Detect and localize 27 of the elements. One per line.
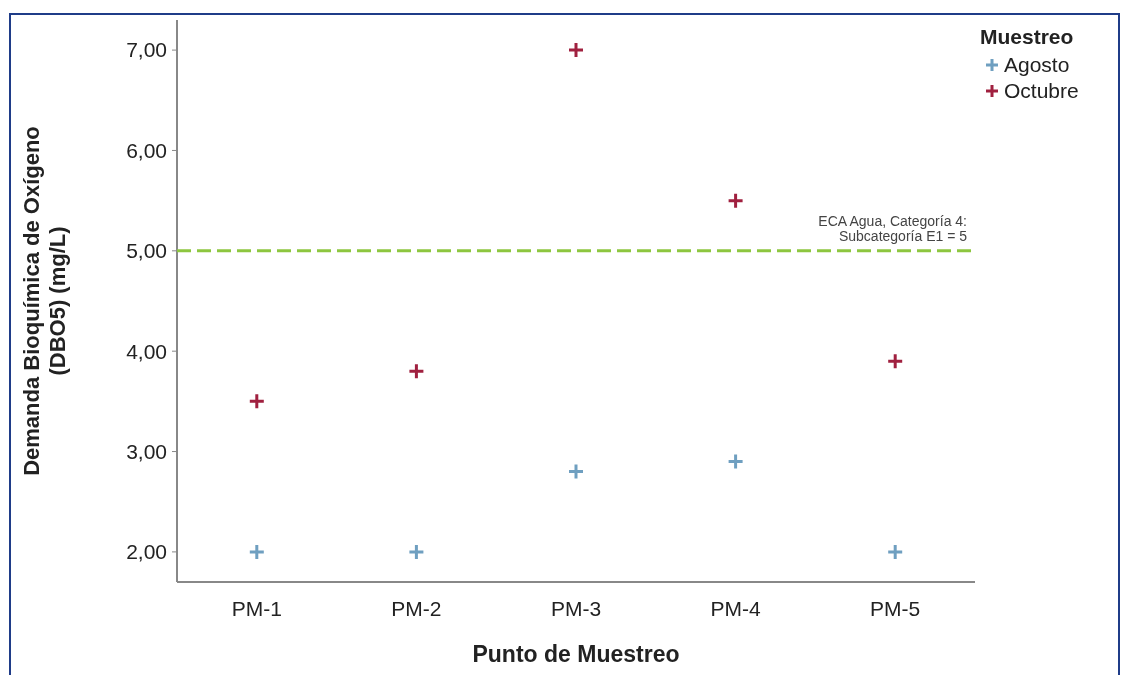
x-axis-title: Punto de Muestreo [472,641,680,667]
legend-title: Muestreo [980,25,1074,48]
ref-line-label: ECA Agua, Categoría 4: Subcategoría E1 = 5 [818,212,968,244]
y-axis-title: Demanda Bioquímica de Oxígeno (DBO5) (mg/L) [19,126,70,476]
legend-label: Agosto [1004,53,1070,76]
point [886,352,904,370]
point [886,543,904,561]
point [407,362,425,380]
y-tick-label: 7,00 [126,38,167,62]
point [567,41,585,59]
point [407,543,425,561]
x-tick-label: PM-5 [870,597,921,620]
x-tick-label: PM-2 [391,597,442,620]
point [248,543,266,561]
x-tick-label: PM-4 [710,597,761,620]
legend-label: Octubre [1004,79,1079,102]
x-tick-label: PM-3 [550,597,602,620]
y-tick-label: 2,00 [126,540,167,564]
y-tick-label: 5,00 [126,239,167,263]
point [727,192,745,210]
x-tick-label: PM-1 [231,597,282,620]
y-tick-label: 3,00 [126,439,167,463]
point [567,463,585,481]
point [248,392,266,410]
point [727,453,745,471]
y-tick-label: 6,00 [126,138,167,162]
y-tick-label: 4,00 [126,339,167,363]
